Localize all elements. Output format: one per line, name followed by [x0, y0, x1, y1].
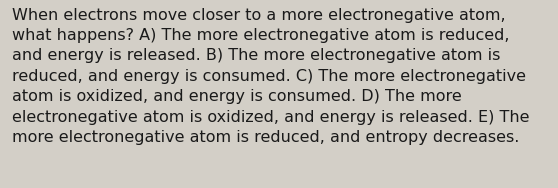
- Text: When electrons move closer to a more electronegative atom,
what happens? A) The : When electrons move closer to a more ele…: [12, 8, 530, 145]
